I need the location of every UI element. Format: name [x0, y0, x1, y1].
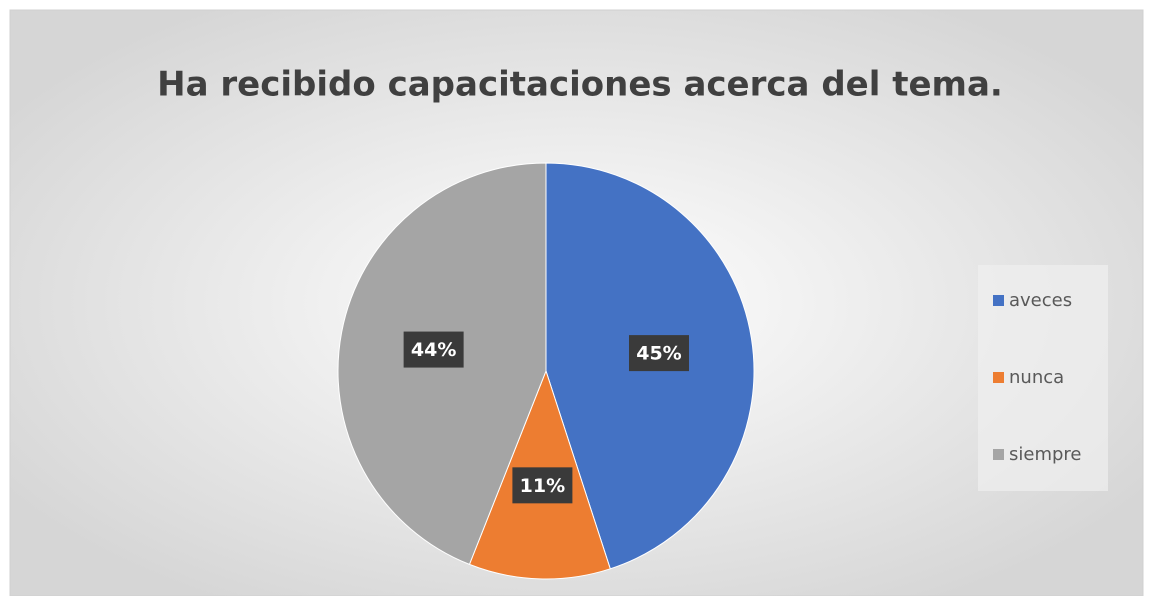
- legend-label: siempre: [1009, 444, 1082, 465]
- data-label-box: [512, 467, 573, 504]
- legend-label: nunca: [1009, 367, 1064, 388]
- data-label: 45%: [636, 343, 681, 365]
- legend-swatch: [993, 295, 1004, 306]
- chart-title: Ha recibido capacitaciones acerca del te…: [157, 65, 1003, 105]
- legend-label: aveces: [1009, 290, 1072, 311]
- data-label: 44%: [411, 339, 456, 361]
- data-label: 11%: [520, 475, 565, 497]
- legend-swatch: [993, 449, 1004, 460]
- data-label-box: [628, 335, 689, 372]
- legend-swatch: [993, 372, 1004, 383]
- data-label-box: [403, 331, 464, 368]
